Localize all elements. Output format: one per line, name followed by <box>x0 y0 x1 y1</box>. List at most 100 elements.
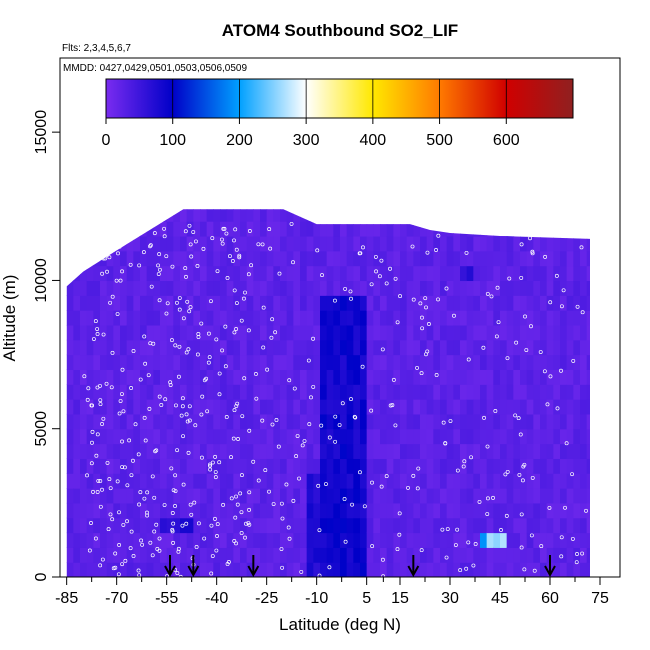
heatmap-cell <box>386 280 394 296</box>
heatmap-cell <box>320 250 328 267</box>
heatmap-cell <box>133 532 141 548</box>
sample-marker <box>183 229 188 234</box>
heatmap-cell <box>66 310 74 326</box>
heatmap-cell <box>66 295 74 311</box>
heatmap-cell <box>220 310 228 326</box>
heatmap <box>66 209 590 577</box>
colorbar-tick-label: 200 <box>226 132 253 149</box>
heatmap-cell <box>113 250 121 267</box>
heatmap-cell <box>520 265 528 282</box>
sample-marker <box>379 484 384 489</box>
heatmap-cell <box>460 443 468 459</box>
heatmap-cell <box>120 384 128 400</box>
heatmap-cell <box>320 502 328 519</box>
heatmap-cell <box>573 280 581 296</box>
heatmap-cell <box>306 384 314 400</box>
heatmap-cell <box>253 221 261 237</box>
heatmap-cell <box>326 221 334 237</box>
heatmap-cell <box>473 369 481 385</box>
heatmap-cell <box>500 310 508 326</box>
sample-marker <box>380 557 385 562</box>
heatmap-cell <box>553 517 561 534</box>
heatmap-cell <box>433 532 441 548</box>
heatmap-cell <box>120 547 128 563</box>
heatmap-cell <box>160 458 168 474</box>
heatmap-cell <box>546 280 554 296</box>
heatmap-cell <box>73 443 81 459</box>
sample-marker <box>442 221 447 226</box>
heatmap-cell <box>153 369 161 385</box>
heatmap-cell <box>293 221 301 237</box>
sample-marker <box>415 365 420 370</box>
heatmap-cell <box>340 473 348 489</box>
sample-marker <box>232 330 237 335</box>
sample-marker <box>522 462 527 467</box>
heatmap-cell <box>386 295 394 311</box>
sample-marker <box>461 464 466 469</box>
heatmap-cell <box>453 265 461 282</box>
heatmap-cell <box>193 209 201 222</box>
colorbar-tick-label: 500 <box>426 132 453 149</box>
heatmap-cell <box>153 562 161 577</box>
heatmap-cell <box>413 324 421 341</box>
heatmap-cell <box>340 428 348 445</box>
plot-frame <box>59 57 621 578</box>
sample-marker <box>116 251 120 256</box>
heatmap-cell <box>86 280 94 296</box>
heatmap-cell <box>553 354 561 370</box>
heatmap-cell <box>166 428 174 445</box>
heatmap-cell <box>220 265 228 282</box>
heatmap-cell <box>146 443 154 459</box>
heatmap-cell <box>226 517 234 534</box>
heatmap-cell <box>220 369 228 385</box>
heatmap-cell <box>240 399 248 415</box>
heatmap-cell <box>466 399 474 415</box>
heatmap-cell <box>513 458 521 474</box>
heatmap-cell <box>400 532 408 548</box>
heatmap-cell <box>453 221 461 237</box>
sample-marker <box>98 479 103 483</box>
heatmap-cell <box>386 310 394 326</box>
heatmap-cell <box>520 562 528 577</box>
heatmap-cell <box>300 339 308 356</box>
heatmap-cell <box>193 547 201 563</box>
sample-marker <box>458 568 463 573</box>
heatmap-cell <box>146 532 154 548</box>
heatmap-cell <box>553 310 561 326</box>
heatmap-cell <box>246 354 254 370</box>
heatmap-cell <box>133 310 141 326</box>
heatmap-cell <box>373 399 381 415</box>
heatmap-cell <box>120 324 128 341</box>
heatmap-cell <box>453 384 461 400</box>
heatmap-cell <box>440 399 448 415</box>
heatmap-cell <box>393 209 401 222</box>
sample-marker <box>85 397 90 402</box>
heatmap-cell <box>580 354 588 370</box>
heatmap-cell <box>293 354 301 370</box>
sample-marker <box>171 521 176 526</box>
heatmap-cell <box>266 265 274 282</box>
heatmap-cell <box>220 547 228 563</box>
heatmap-cell <box>293 443 301 459</box>
sample-marker <box>485 496 490 501</box>
heatmap-cell <box>346 413 354 430</box>
heatmap-cell <box>180 265 188 282</box>
heatmap-cell <box>273 443 281 459</box>
sample-marker <box>559 535 564 540</box>
heatmap-cell <box>486 384 494 400</box>
heatmap-cell <box>526 235 534 252</box>
sample-marker <box>280 565 285 570</box>
heatmap-cell <box>206 502 214 519</box>
heatmap-cell <box>126 235 134 252</box>
heatmap-cell <box>566 295 574 311</box>
heatmap-cell <box>266 339 274 356</box>
heatmap-cell <box>486 369 494 385</box>
heatmap-cell <box>400 235 408 252</box>
heatmap-cell <box>320 488 328 504</box>
sample-marker <box>159 403 164 407</box>
sample-marker <box>514 340 519 345</box>
heatmap-cell <box>446 384 454 400</box>
heatmap-cell <box>560 324 568 341</box>
heatmap-cell <box>493 399 501 415</box>
heatmap-cell <box>186 413 194 430</box>
